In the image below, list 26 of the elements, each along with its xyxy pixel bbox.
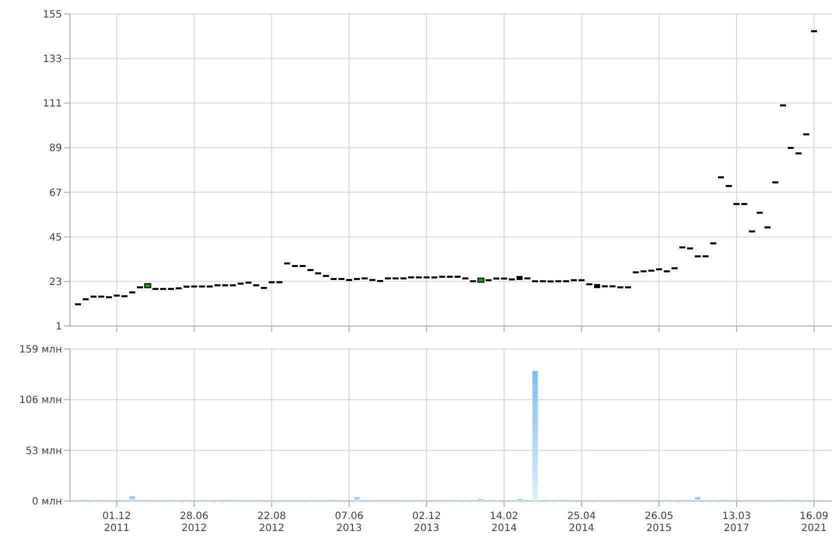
y-tick-label: 45 (49, 232, 62, 244)
bar (130, 496, 135, 501)
x-tick-label: 07.06 2013 (334, 511, 364, 534)
x-tick-label: 28.06 2012 (180, 511, 209, 534)
x-tick-label: 02.12 2013 (412, 511, 441, 534)
y-tick-label: 155 (42, 10, 62, 20)
x-tick-label: 25.04 2014 (567, 511, 596, 534)
y-tick-label: 111 (42, 98, 62, 110)
y-tick-label: 67 (49, 188, 62, 199)
y-tick-label: 0 млн (32, 496, 62, 508)
y-tick-label: 106 млн (19, 395, 62, 406)
x-tick-label: 26.05 2015 (644, 511, 674, 534)
x-tick-label: 22.08 2012 (257, 511, 286, 534)
x-tick-label: 14.02 2014 (490, 511, 518, 534)
y-tick-label: 133 (42, 54, 62, 66)
bar (695, 497, 700, 501)
x-tick-label: 01.12 2011 (102, 511, 132, 534)
x-tick-label: 16.09 2021 (800, 511, 828, 534)
x-tick-label: 13.03 2017 (722, 511, 751, 534)
bar (532, 370, 538, 501)
y-tick-label: 23 (49, 276, 62, 288)
y-tick-label: 89 (49, 143, 62, 154)
y-tick-label: 1 (56, 322, 62, 332)
y-tick-label: 159 млн (19, 344, 62, 356)
y-tick-label: 53 млн (26, 446, 62, 457)
bar (354, 497, 360, 501)
